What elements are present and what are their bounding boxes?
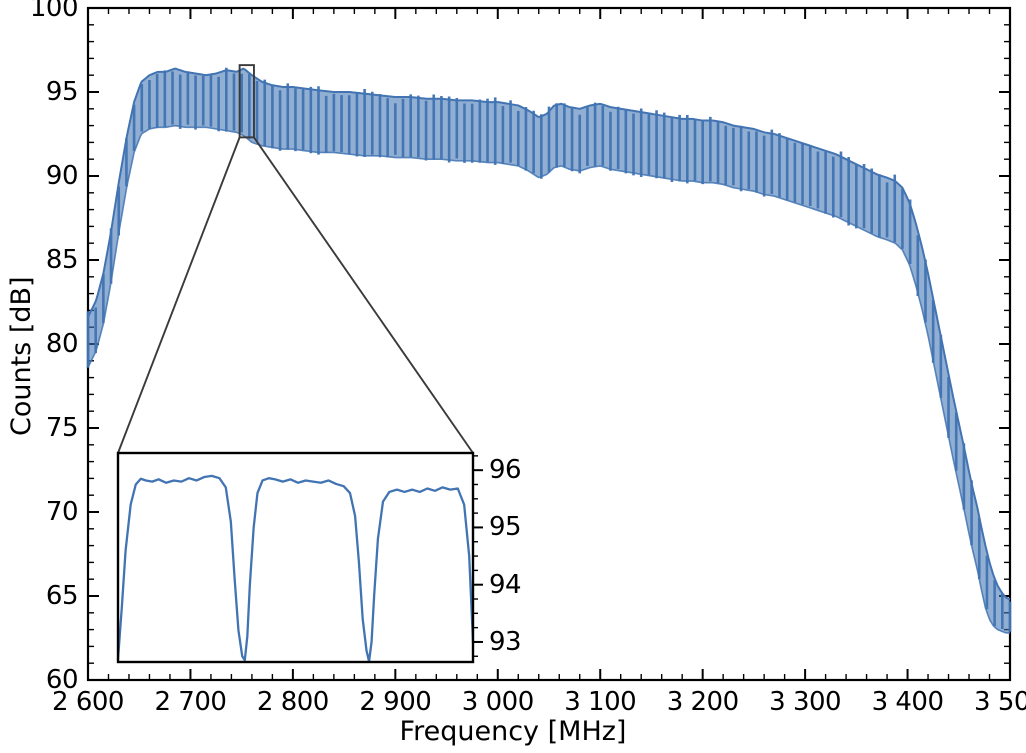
y-tick-label: 60 (45, 665, 79, 695)
y-tick-label: 70 (45, 497, 79, 527)
zoom-region-box (238, 64, 255, 139)
inset-y-tick-label: 96 (489, 455, 522, 486)
inset-axes-frame (116, 451, 475, 664)
x-tick-label: 2 800 (256, 687, 329, 717)
x-tick-label: 3 200 (666, 687, 739, 717)
inset-y-tick-label: 94 (489, 569, 522, 600)
inset-y-tick-label: 95 (489, 512, 522, 543)
main-axes-ticks (87, 7, 1011, 681)
inset-axes-ticks (473, 455, 483, 657)
x-tick-label: 3 500 (974, 687, 1026, 717)
x-tick-label: 2 700 (154, 687, 227, 717)
zoom-connector-lines (117, 136, 474, 454)
y-tick-label: 90 (45, 161, 79, 191)
y-tick-label: 65 (45, 581, 79, 611)
y-tick-label: 100 (29, 0, 79, 23)
y-tick-label: 75 (45, 413, 79, 443)
y-tick-label: 85 (45, 245, 79, 275)
y-tick-label: 95 (45, 77, 79, 107)
inset-y-tick-label: 93 (489, 626, 522, 657)
comb-spectrum-trace (86, 67, 1012, 634)
x-tick-label: 2 900 (359, 687, 432, 717)
x-tick-label: 3 300 (769, 687, 842, 717)
inset-background (118, 453, 473, 662)
y-tick-label: 80 (45, 329, 79, 359)
x-axis-label: Frequency [MHz] (399, 716, 627, 747)
x-tick-label: 2 600 (52, 687, 124, 717)
x-tick-label: 3 100 (564, 687, 637, 717)
x-tick-label: 3 400 (871, 687, 944, 717)
x-tick-label: 3 000 (461, 687, 534, 717)
inset-comb-trace (116, 474, 475, 663)
